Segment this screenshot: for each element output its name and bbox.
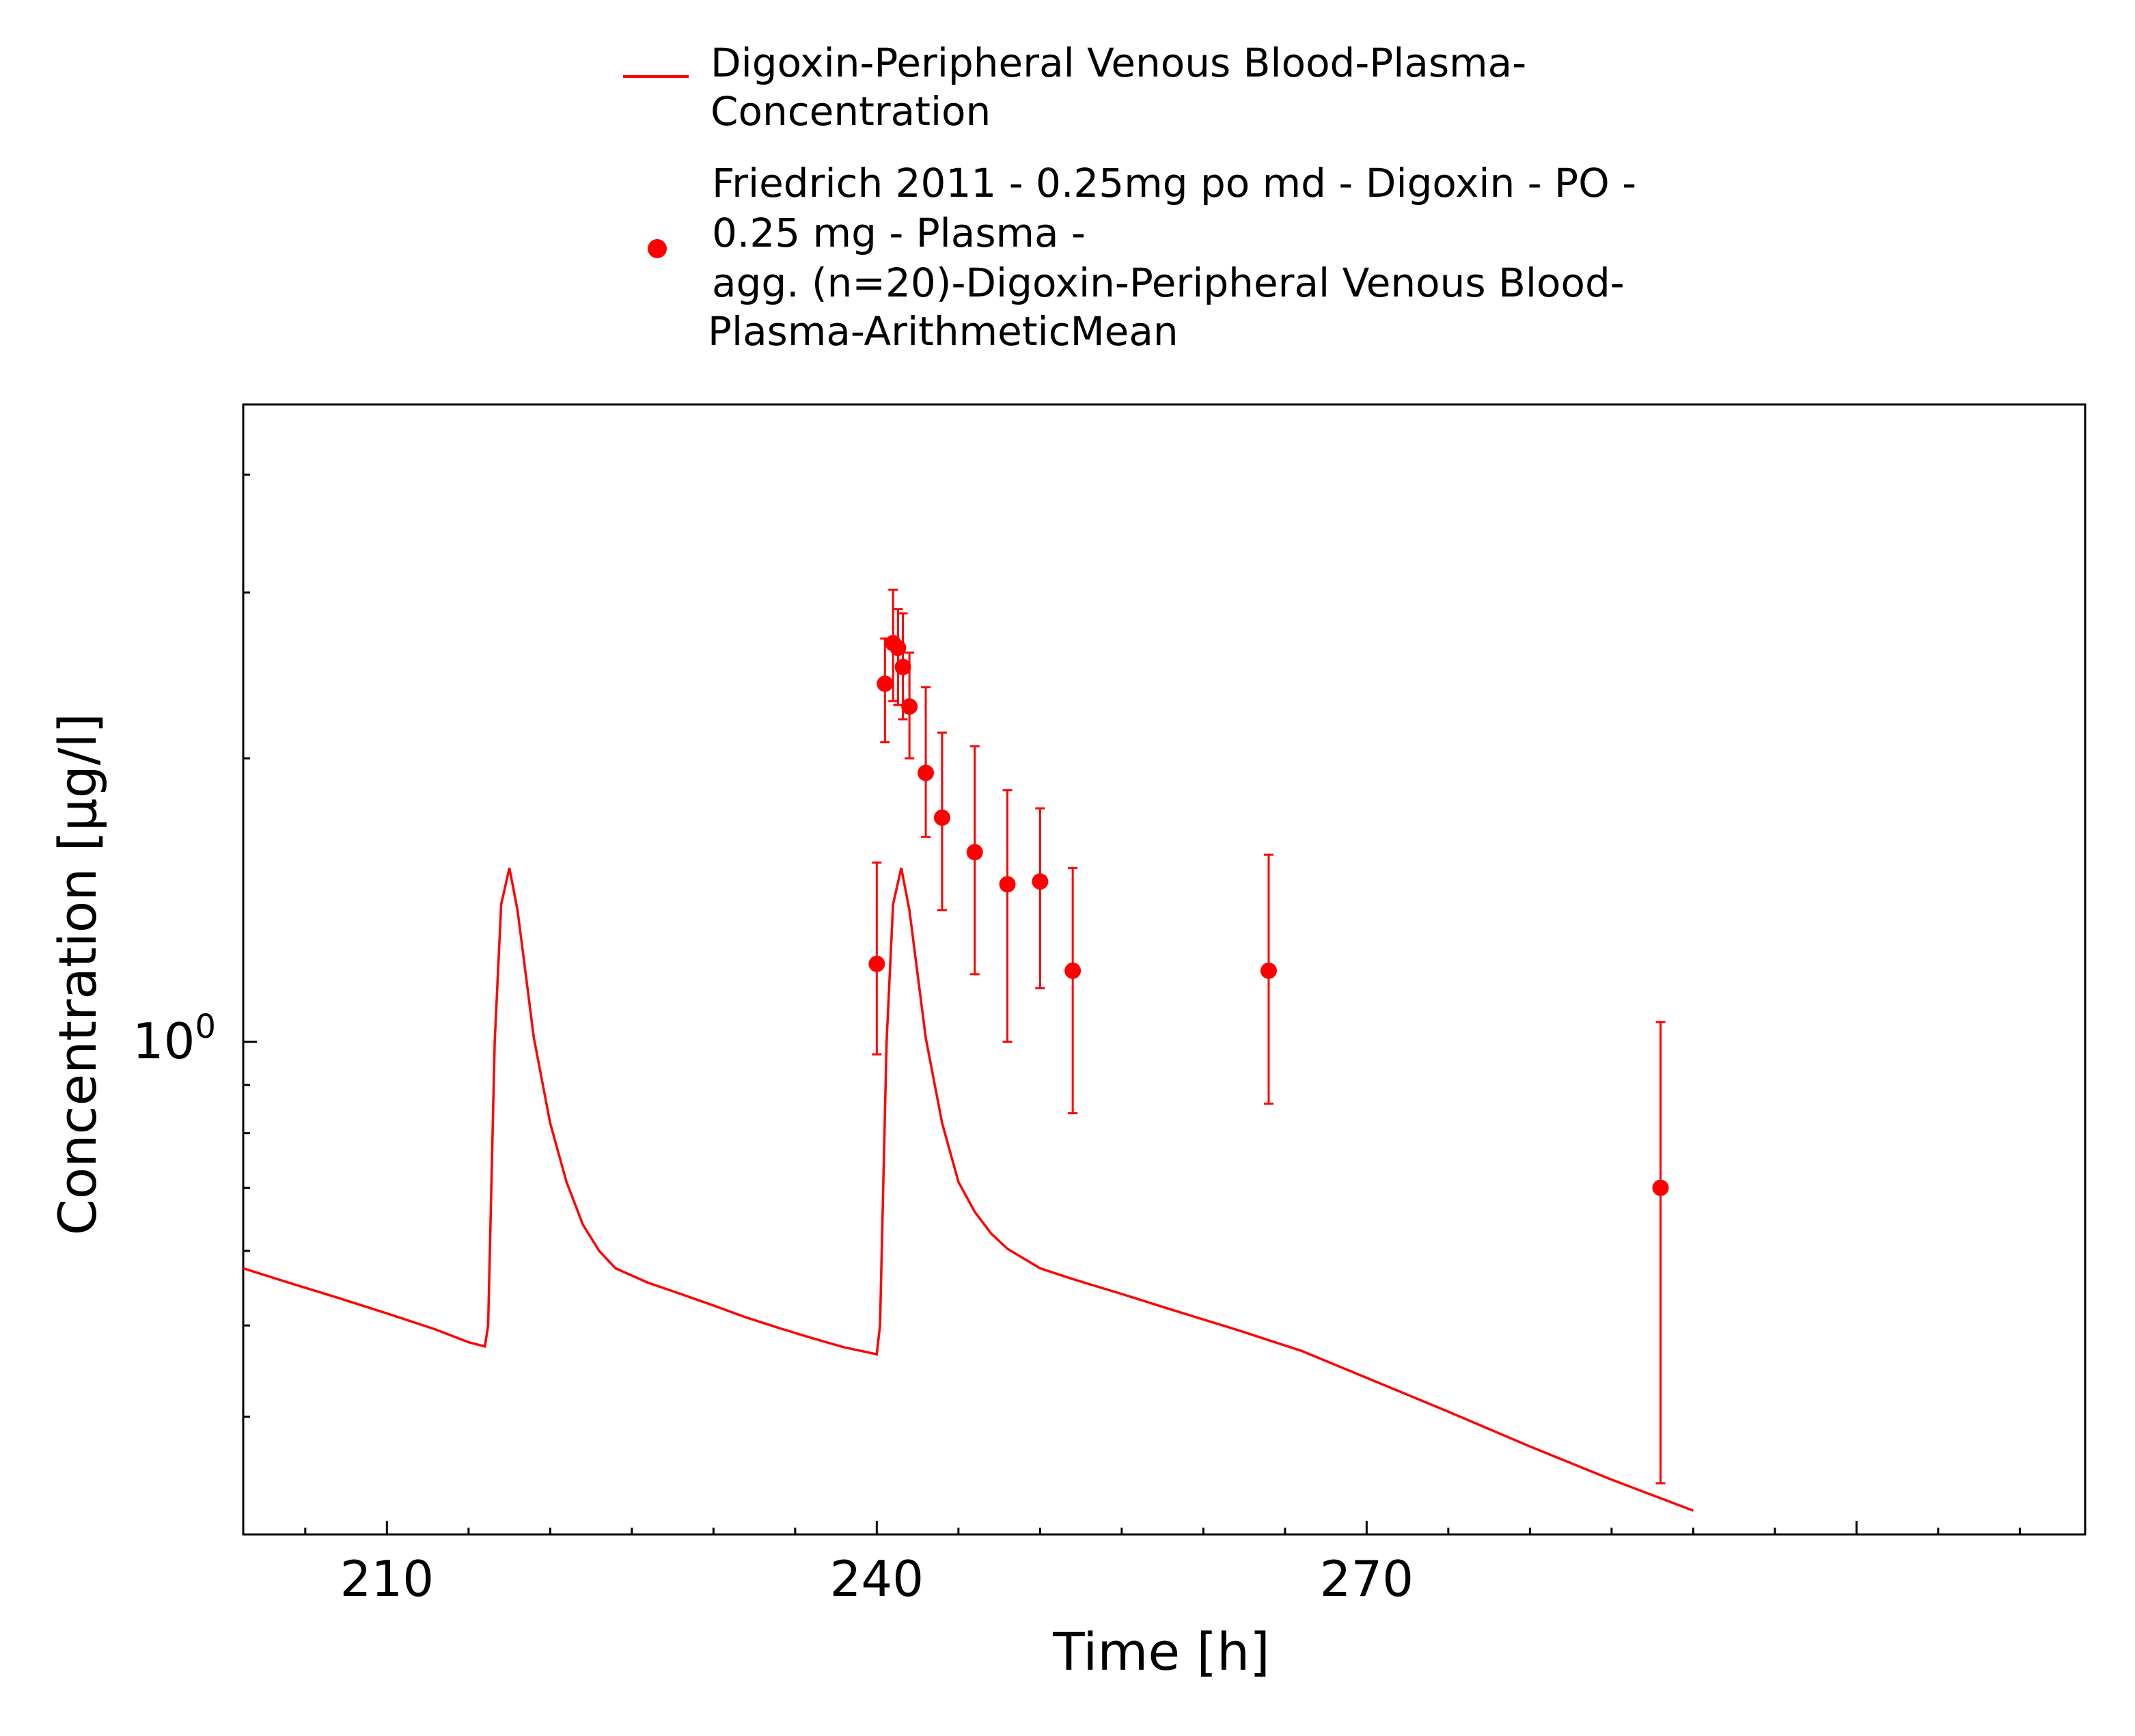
data-point [966, 844, 983, 861]
data-point [901, 698, 918, 715]
legend-dot-label-2: 0.25 mg - Plasma - [712, 210, 1086, 256]
legend-dot-label-4: Plasma-ArithmeticMean [708, 308, 1179, 355]
data-point [1064, 962, 1082, 979]
legend: Digoxin-Peripheral Venous Blood-Plasma- … [623, 40, 1636, 355]
y-axis-title: Concentration [µg/l] [47, 713, 108, 1235]
data-point [1032, 873, 1049, 890]
y-tick-base: 10 [133, 1012, 195, 1070]
legend-dot-label-1: Friedrich 2011 - 0.25mg po md - Digoxin … [712, 160, 1636, 206]
legend-dot-swatch [648, 239, 667, 258]
data-point [868, 955, 885, 972]
data-point [933, 809, 950, 826]
legend-line-label-1: Digoxin-Peripheral Venous Blood-Plasma- [711, 40, 1526, 86]
data-point [1260, 962, 1277, 979]
series-observed-points [868, 588, 1669, 1485]
x-axis-title: Time [h] [1052, 1621, 1270, 1682]
data-point [894, 659, 911, 676]
legend-dot-label-3: agg. (n=20)-Digoxin-Peripheral Venous Bl… [712, 260, 1625, 306]
plot-frame [242, 403, 2086, 1536]
x-tick-label-240: 240 [830, 1550, 924, 1608]
x-axis-ticks [304, 1521, 2021, 1534]
x-tick-label-210: 210 [340, 1550, 434, 1608]
data-point [877, 675, 894, 692]
data-point [1652, 1179, 1669, 1196]
y-tick-label-1: 100 [133, 1008, 216, 1070]
data-point [999, 876, 1016, 893]
data-point [918, 764, 935, 782]
x-tick-label-270: 270 [1320, 1550, 1414, 1608]
series-line-simulation [243, 868, 1694, 1512]
y-axis-ticks [243, 473, 257, 1418]
y-tick-exponent: 0 [195, 1008, 216, 1046]
legend-line-label-2: Concentration [711, 88, 991, 135]
